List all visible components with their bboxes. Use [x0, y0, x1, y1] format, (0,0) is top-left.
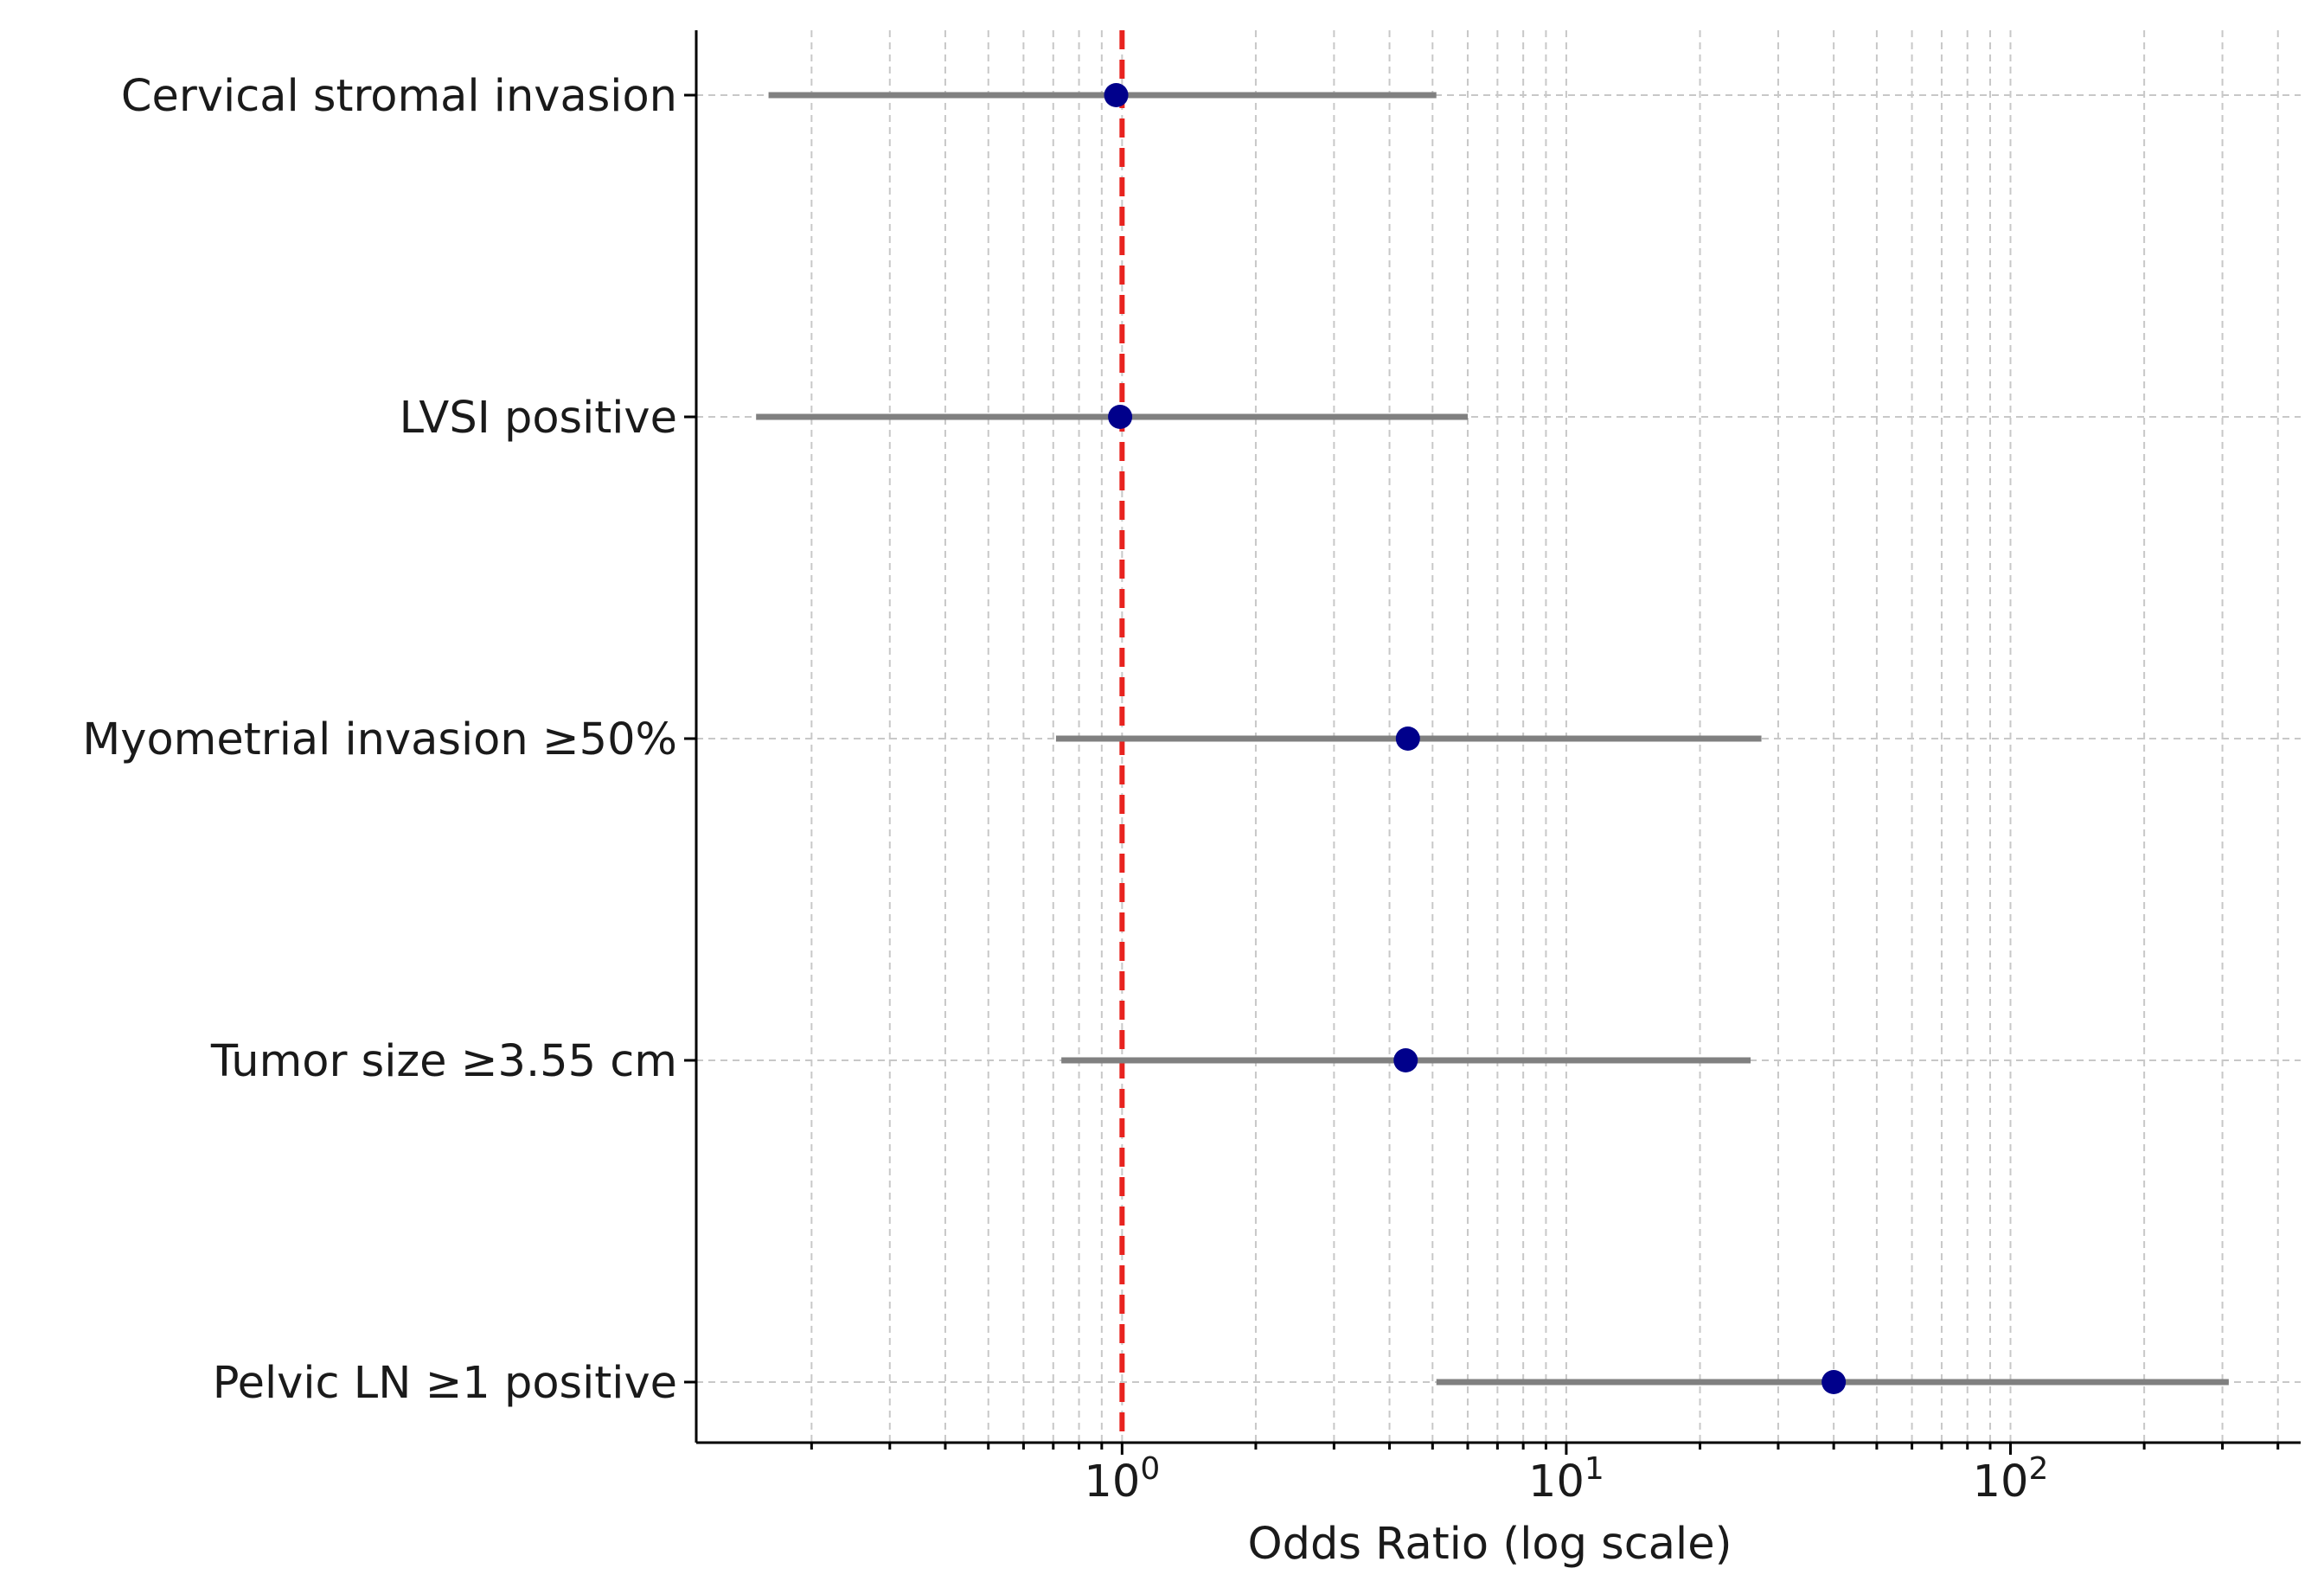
y-tick-label: Tumor size ≥3.55 cm — [210, 1036, 677, 1087]
y-tick-label: Pelvic LN ≥1 positive — [213, 1358, 677, 1409]
y-tick-label: LVSI positive — [400, 393, 677, 444]
y-tick-label: Cervical stromal invasion — [121, 71, 677, 122]
or-point — [1393, 1048, 1418, 1072]
or-point — [1821, 1370, 1847, 1394]
x-axis-title: Odds Ratio (log scale) — [1248, 1519, 1732, 1570]
x-tick-label: 102 — [1973, 1451, 2049, 1507]
y-tick-labels: Cervical stromal invasion LVSI positive My… — [82, 71, 696, 1409]
or-point — [1395, 726, 1420, 751]
y-tick-label: Myometrial invasion ≥50% — [82, 714, 677, 765]
x-tick-label: 101 — [1528, 1451, 1604, 1507]
or-point — [1104, 83, 1129, 107]
x-tick-label: 100 — [1084, 1451, 1160, 1507]
or-point — [1108, 405, 1133, 429]
x-tick-labels: 100 101 102 — [810, 1443, 2280, 1507]
odds-ratio-points — [1104, 83, 1847, 1394]
